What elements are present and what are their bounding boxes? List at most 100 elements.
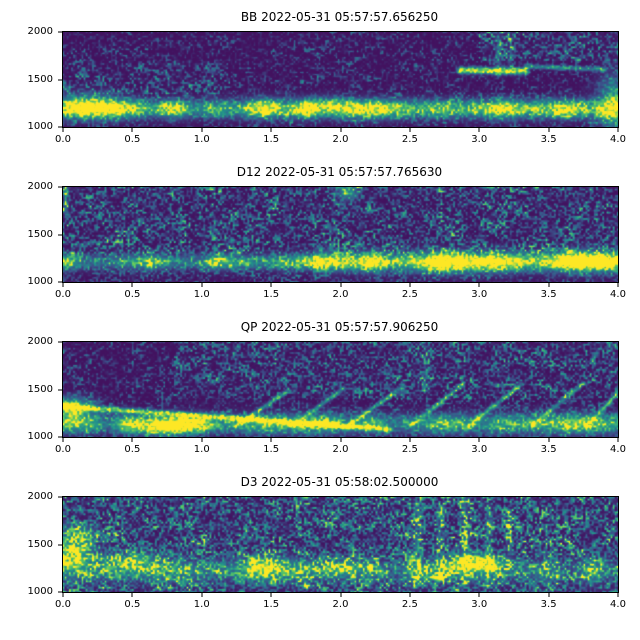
spectrogram-image: [63, 32, 618, 127]
x-tick-mark: [478, 593, 480, 597]
y-tick-label: 1000: [27, 276, 53, 287]
y-tick-mark: [58, 544, 62, 545]
x-tick-label: 3.0: [471, 444, 488, 455]
x-tick-mark: [201, 593, 203, 597]
subplot-d3: D3 2022-05-31 05:58:02.500000 1000 1500 20…: [0, 473, 640, 625]
x-tick-label: 3.0: [471, 289, 488, 300]
y-tick-label: 2000: [27, 336, 53, 347]
plot-title: D3 2022-05-31 05:58:02.500000: [240, 475, 439, 489]
x-tick-label: 0.0: [55, 289, 71, 300]
y-tick-mark: [58, 186, 62, 188]
x-tick-label: 3.5: [540, 599, 557, 610]
x-tick-mark: [62, 128, 64, 132]
x-tick-mark: [270, 128, 272, 132]
x-tick-label: 2.0: [332, 289, 349, 300]
x-tick-mark: [131, 128, 133, 132]
plot-title: D12 2022-05-31 05:57:57.765630: [236, 165, 443, 179]
x-tick-mark: [62, 438, 64, 442]
y-tick-label: 1000: [27, 121, 53, 132]
plot-title: BB 2022-05-31 05:57:57.656250: [240, 10, 439, 24]
y-tick-mark: [58, 496, 62, 498]
x-tick-label: 1.0: [193, 134, 210, 145]
x-tick-mark: [617, 128, 619, 132]
x-tick-mark: [340, 438, 341, 442]
x-tick-label: 0.5: [124, 599, 141, 610]
y-tick-label: 2000: [27, 26, 53, 37]
x-tick-mark: [409, 283, 411, 287]
x-tick-label: 4.0: [610, 134, 626, 145]
y-tick-label: 1500: [27, 538, 53, 550]
y-tick-mark: [58, 436, 62, 438]
x-tick-label: 0.0: [55, 134, 71, 145]
plot-axes: 1000 1500 2000 0.0 0.5 1.0 1.5 2.0 2.5 3.0 3.5 4.0: [28, 26, 626, 145]
x-tick-mark: [340, 593, 341, 597]
subplot-qp: QP 2022-05-31 05:57:57.906250 1000 1500 20…: [0, 318, 640, 470]
spectrogram-image: [63, 187, 618, 282]
x-tick-label: 1.0: [193, 289, 210, 300]
x-tick-mark: [201, 128, 203, 132]
x-tick-label: 2.0: [332, 134, 349, 145]
x-tick-mark: [131, 283, 133, 287]
x-tick-label: 1.5: [263, 289, 280, 300]
x-tick-label: 1.0: [193, 599, 210, 610]
plot-title: QP 2022-05-31 05:57:57.906250: [240, 320, 439, 334]
x-tick-label: 0.5: [124, 444, 141, 455]
x-tick-mark: [131, 438, 133, 442]
y-tick-mark: [58, 341, 62, 343]
x-tick-label: 3.5: [540, 289, 557, 300]
x-tick-mark: [131, 593, 133, 597]
x-tick-mark: [340, 128, 341, 132]
x-tick-mark: [62, 283, 64, 287]
x-tick-label: 4.0: [610, 444, 626, 455]
x-tick-mark: [409, 128, 411, 132]
subplot-d12: D12 2022-05-31 05:57:57.765630 1000 1500 2…: [0, 163, 640, 315]
x-tick-label: 2.5: [401, 289, 418, 300]
y-tick-label: 1500: [27, 73, 53, 85]
x-tick-label: 3.5: [540, 444, 557, 455]
x-tick-label: 2.5: [401, 444, 418, 455]
y-tick-label: 1500: [27, 383, 53, 395]
x-tick-label: 1.5: [263, 599, 280, 610]
x-tick-mark: [270, 283, 272, 287]
y-tick-label: 2000: [27, 181, 53, 192]
x-tick-mark: [270, 593, 272, 597]
y-tick-mark: [58, 389, 62, 390]
x-tick-mark: [548, 593, 550, 597]
x-tick-mark: [201, 438, 203, 442]
x-tick-mark: [617, 593, 619, 597]
x-tick-label: 0.0: [55, 599, 71, 610]
y-tick-label: 1000: [27, 431, 53, 442]
y-tick-label: 1000: [27, 586, 53, 597]
x-tick-mark: [340, 283, 341, 287]
plot-axes: 1000 1500 2000 0.0 0.5 1.0 1.5 2.0 2.5 3.0 3.5 4.0: [28, 491, 626, 610]
x-tick-label: 0.5: [124, 134, 141, 145]
x-tick-label: 0.5: [124, 289, 141, 300]
y-tick-mark: [58, 126, 62, 128]
x-tick-mark: [409, 593, 411, 597]
x-tick-label: 2.5: [401, 134, 418, 145]
x-tick-label: 3.0: [471, 134, 488, 145]
x-tick-mark: [548, 438, 550, 442]
x-tick-mark: [409, 438, 411, 442]
y-tick-mark: [58, 31, 62, 33]
x-tick-label: 1.5: [263, 444, 280, 455]
x-tick-mark: [270, 438, 272, 442]
x-tick-mark: [478, 128, 480, 132]
x-tick-mark: [617, 283, 619, 287]
x-tick-mark: [478, 438, 480, 442]
y-tick-mark: [58, 234, 62, 235]
x-tick-label: 4.0: [610, 289, 626, 300]
x-tick-mark: [478, 283, 480, 287]
y-tick-mark: [58, 591, 62, 593]
x-tick-label: 2.0: [332, 444, 349, 455]
x-tick-label: 3.0: [471, 599, 488, 610]
x-tick-label: 2.0: [332, 599, 349, 610]
spectrogram-image: [63, 497, 618, 592]
x-tick-mark: [617, 438, 619, 442]
x-tick-label: 0.0: [55, 444, 71, 455]
plot-axes: 1000 1500 2000 0.0 0.5 1.0 1.5 2.0 2.5 3.0 3.5 4.0: [28, 181, 626, 300]
x-tick-label: 3.5: [540, 134, 557, 145]
x-tick-mark: [548, 128, 550, 132]
x-tick-label: 4.0: [610, 599, 626, 610]
